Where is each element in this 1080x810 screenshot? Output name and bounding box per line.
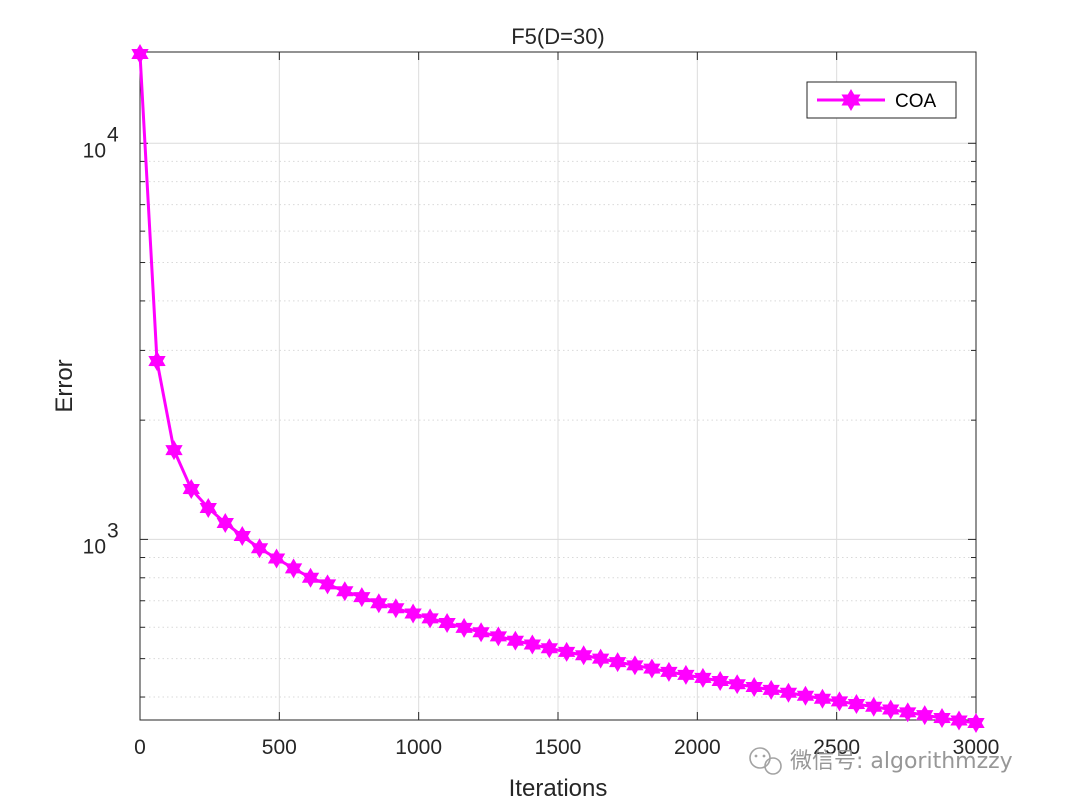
series-layer <box>131 44 985 733</box>
data-point <box>796 685 815 706</box>
data-point <box>967 712 985 733</box>
data-point <box>216 513 234 533</box>
data-point <box>404 603 422 624</box>
data-point <box>199 498 217 519</box>
data-point <box>438 613 456 634</box>
data-point <box>387 598 405 619</box>
watermark-text: 微信号: algorithmzzy <box>790 749 1013 774</box>
data-point <box>643 658 661 679</box>
data-point <box>830 691 849 712</box>
data-point <box>574 645 593 666</box>
data-point <box>677 664 695 685</box>
data-point <box>711 671 729 692</box>
data-point <box>318 574 337 595</box>
data-point <box>626 655 644 676</box>
data-point <box>847 694 866 715</box>
data-point <box>455 617 473 638</box>
x-tick-label: 3000 <box>953 736 1000 759</box>
data-point <box>813 688 832 709</box>
x-tick-label: 0 <box>134 736 146 759</box>
data-point <box>182 479 200 500</box>
x-tick-label: 500 <box>262 736 297 759</box>
data-point <box>148 351 166 372</box>
data-point <box>745 677 763 697</box>
x-tick-labels: 0 500 1000 1500 2000 2500 3000 <box>134 736 999 759</box>
data-point <box>421 608 439 629</box>
y-tick-label: 10 <box>83 139 106 162</box>
data-point <box>472 622 490 643</box>
y-tick-label: 10 <box>83 535 106 558</box>
data-point <box>591 648 610 669</box>
data-point <box>165 440 183 461</box>
data-point <box>523 634 542 655</box>
data-point <box>660 661 678 682</box>
data-point <box>899 702 917 723</box>
data-point <box>489 626 508 647</box>
x-axis-label: Iterations <box>509 775 608 802</box>
x-tick-label: 2500 <box>813 736 860 759</box>
x-tick-label: 1000 <box>395 736 442 759</box>
data-point <box>694 667 712 688</box>
y-axis-label: Error <box>51 359 78 412</box>
data-point <box>370 593 388 614</box>
legend-label-coa: COA <box>895 91 937 112</box>
watermark: 微信号: algorithmzzy <box>749 747 1013 775</box>
data-point <box>284 558 303 579</box>
data-point <box>540 638 559 659</box>
data-point <box>762 679 780 700</box>
data-point <box>728 674 746 695</box>
y-tick-exponent: 3 <box>107 519 119 542</box>
data-point <box>131 44 149 65</box>
data-point <box>250 538 269 559</box>
chart-title: F5(D=30) <box>511 24 605 49</box>
data-point <box>267 548 286 569</box>
legend-marker-coa <box>841 89 861 111</box>
data-point <box>779 682 798 703</box>
wechat-icon <box>749 747 782 775</box>
data-point <box>950 710 968 731</box>
x-tick-label: 1500 <box>535 736 582 759</box>
major-gridlines <box>140 52 976 720</box>
data-point <box>916 705 934 726</box>
data-point <box>865 696 883 717</box>
legend: COA <box>806 81 957 119</box>
data-point <box>933 708 951 729</box>
x-tick-label: 2000 <box>674 736 721 759</box>
y-tick-exponent: 4 <box>107 123 119 146</box>
data-point <box>353 587 371 608</box>
data-point <box>608 652 627 673</box>
data-point <box>506 630 525 651</box>
data-point <box>557 641 576 662</box>
data-point <box>882 699 900 720</box>
data-point <box>336 581 354 602</box>
data-point <box>233 525 251 546</box>
data-point <box>301 567 320 588</box>
